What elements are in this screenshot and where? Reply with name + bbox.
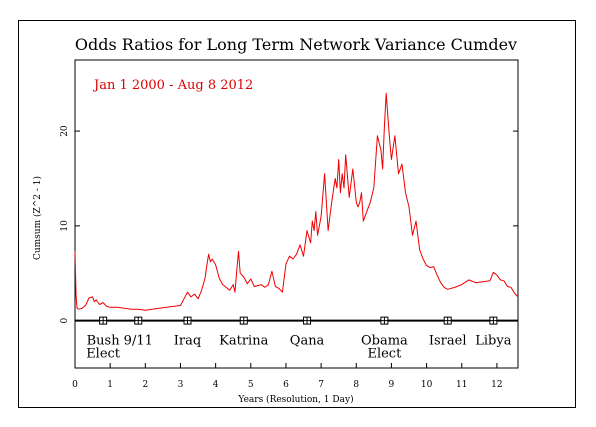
x-tick-label: 2 bbox=[142, 380, 148, 390]
plot-border bbox=[74, 59, 519, 369]
y-tick-label: 20 bbox=[60, 125, 70, 137]
x-tick-label: 11 bbox=[456, 380, 467, 390]
event-label-line: Iraq bbox=[174, 334, 201, 349]
event-marker bbox=[99, 316, 108, 325]
event-marker bbox=[134, 316, 143, 325]
y-axis-label: Cumsum (Z^2 - 1) bbox=[32, 176, 43, 260]
event-label-line: Obama bbox=[361, 334, 408, 349]
event-marker bbox=[183, 316, 192, 325]
event-label-line: Katrina bbox=[219, 334, 268, 349]
x-tick-label: 10 bbox=[421, 380, 433, 390]
x-tick-label: 3 bbox=[178, 380, 184, 390]
event-label-line: Bush bbox=[87, 334, 121, 349]
event-label: Libya bbox=[475, 334, 511, 349]
x-tick-label: 0 bbox=[72, 380, 78, 390]
date-range-annotation: Jan 1 2000 - Aug 8 2012 bbox=[92, 78, 253, 93]
event-label-line: 9/11 bbox=[124, 334, 153, 349]
event-label: Qana bbox=[290, 334, 325, 349]
event-label: Bush Elect bbox=[86, 334, 121, 362]
event-label: Obama Elect bbox=[361, 334, 408, 362]
event-label-line: Elect bbox=[367, 347, 402, 362]
event-marker bbox=[239, 316, 248, 325]
chart-frame bbox=[18, 20, 576, 408]
x-tick-label: 4 bbox=[213, 380, 219, 390]
event-label-line: Elect bbox=[86, 347, 121, 362]
x-tick-label: 12 bbox=[491, 380, 502, 390]
x-axis-label: Years (Resolution, 1 Day) bbox=[237, 394, 353, 405]
y-tick-label: 10 bbox=[60, 220, 70, 232]
x-tick-label: 8 bbox=[353, 380, 359, 390]
cumdev-series-line bbox=[74, 92, 519, 311]
event-label: Israel bbox=[429, 334, 467, 349]
x-tick-label: 7 bbox=[318, 380, 324, 390]
x-tick-label: 5 bbox=[248, 380, 254, 390]
event-label: Katrina bbox=[219, 334, 268, 349]
event-label-line: Qana bbox=[290, 334, 325, 349]
x-tick-label: 9 bbox=[389, 380, 395, 390]
event-marker bbox=[443, 316, 452, 325]
event-label: 9/11 bbox=[124, 334, 153, 349]
chart-title: Odds Ratios for Long Term Network Varian… bbox=[75, 35, 517, 54]
event-label-line: Libya bbox=[475, 334, 511, 349]
event-label-line: Israel bbox=[429, 334, 467, 349]
event-marker bbox=[303, 316, 312, 325]
y-tick-label: 0 bbox=[60, 317, 70, 323]
x-tick-label: 1 bbox=[107, 380, 113, 390]
x-tick-label: 6 bbox=[283, 380, 289, 390]
event-label: Iraq bbox=[174, 334, 201, 349]
event-marker bbox=[489, 316, 498, 325]
event-marker bbox=[380, 316, 389, 325]
